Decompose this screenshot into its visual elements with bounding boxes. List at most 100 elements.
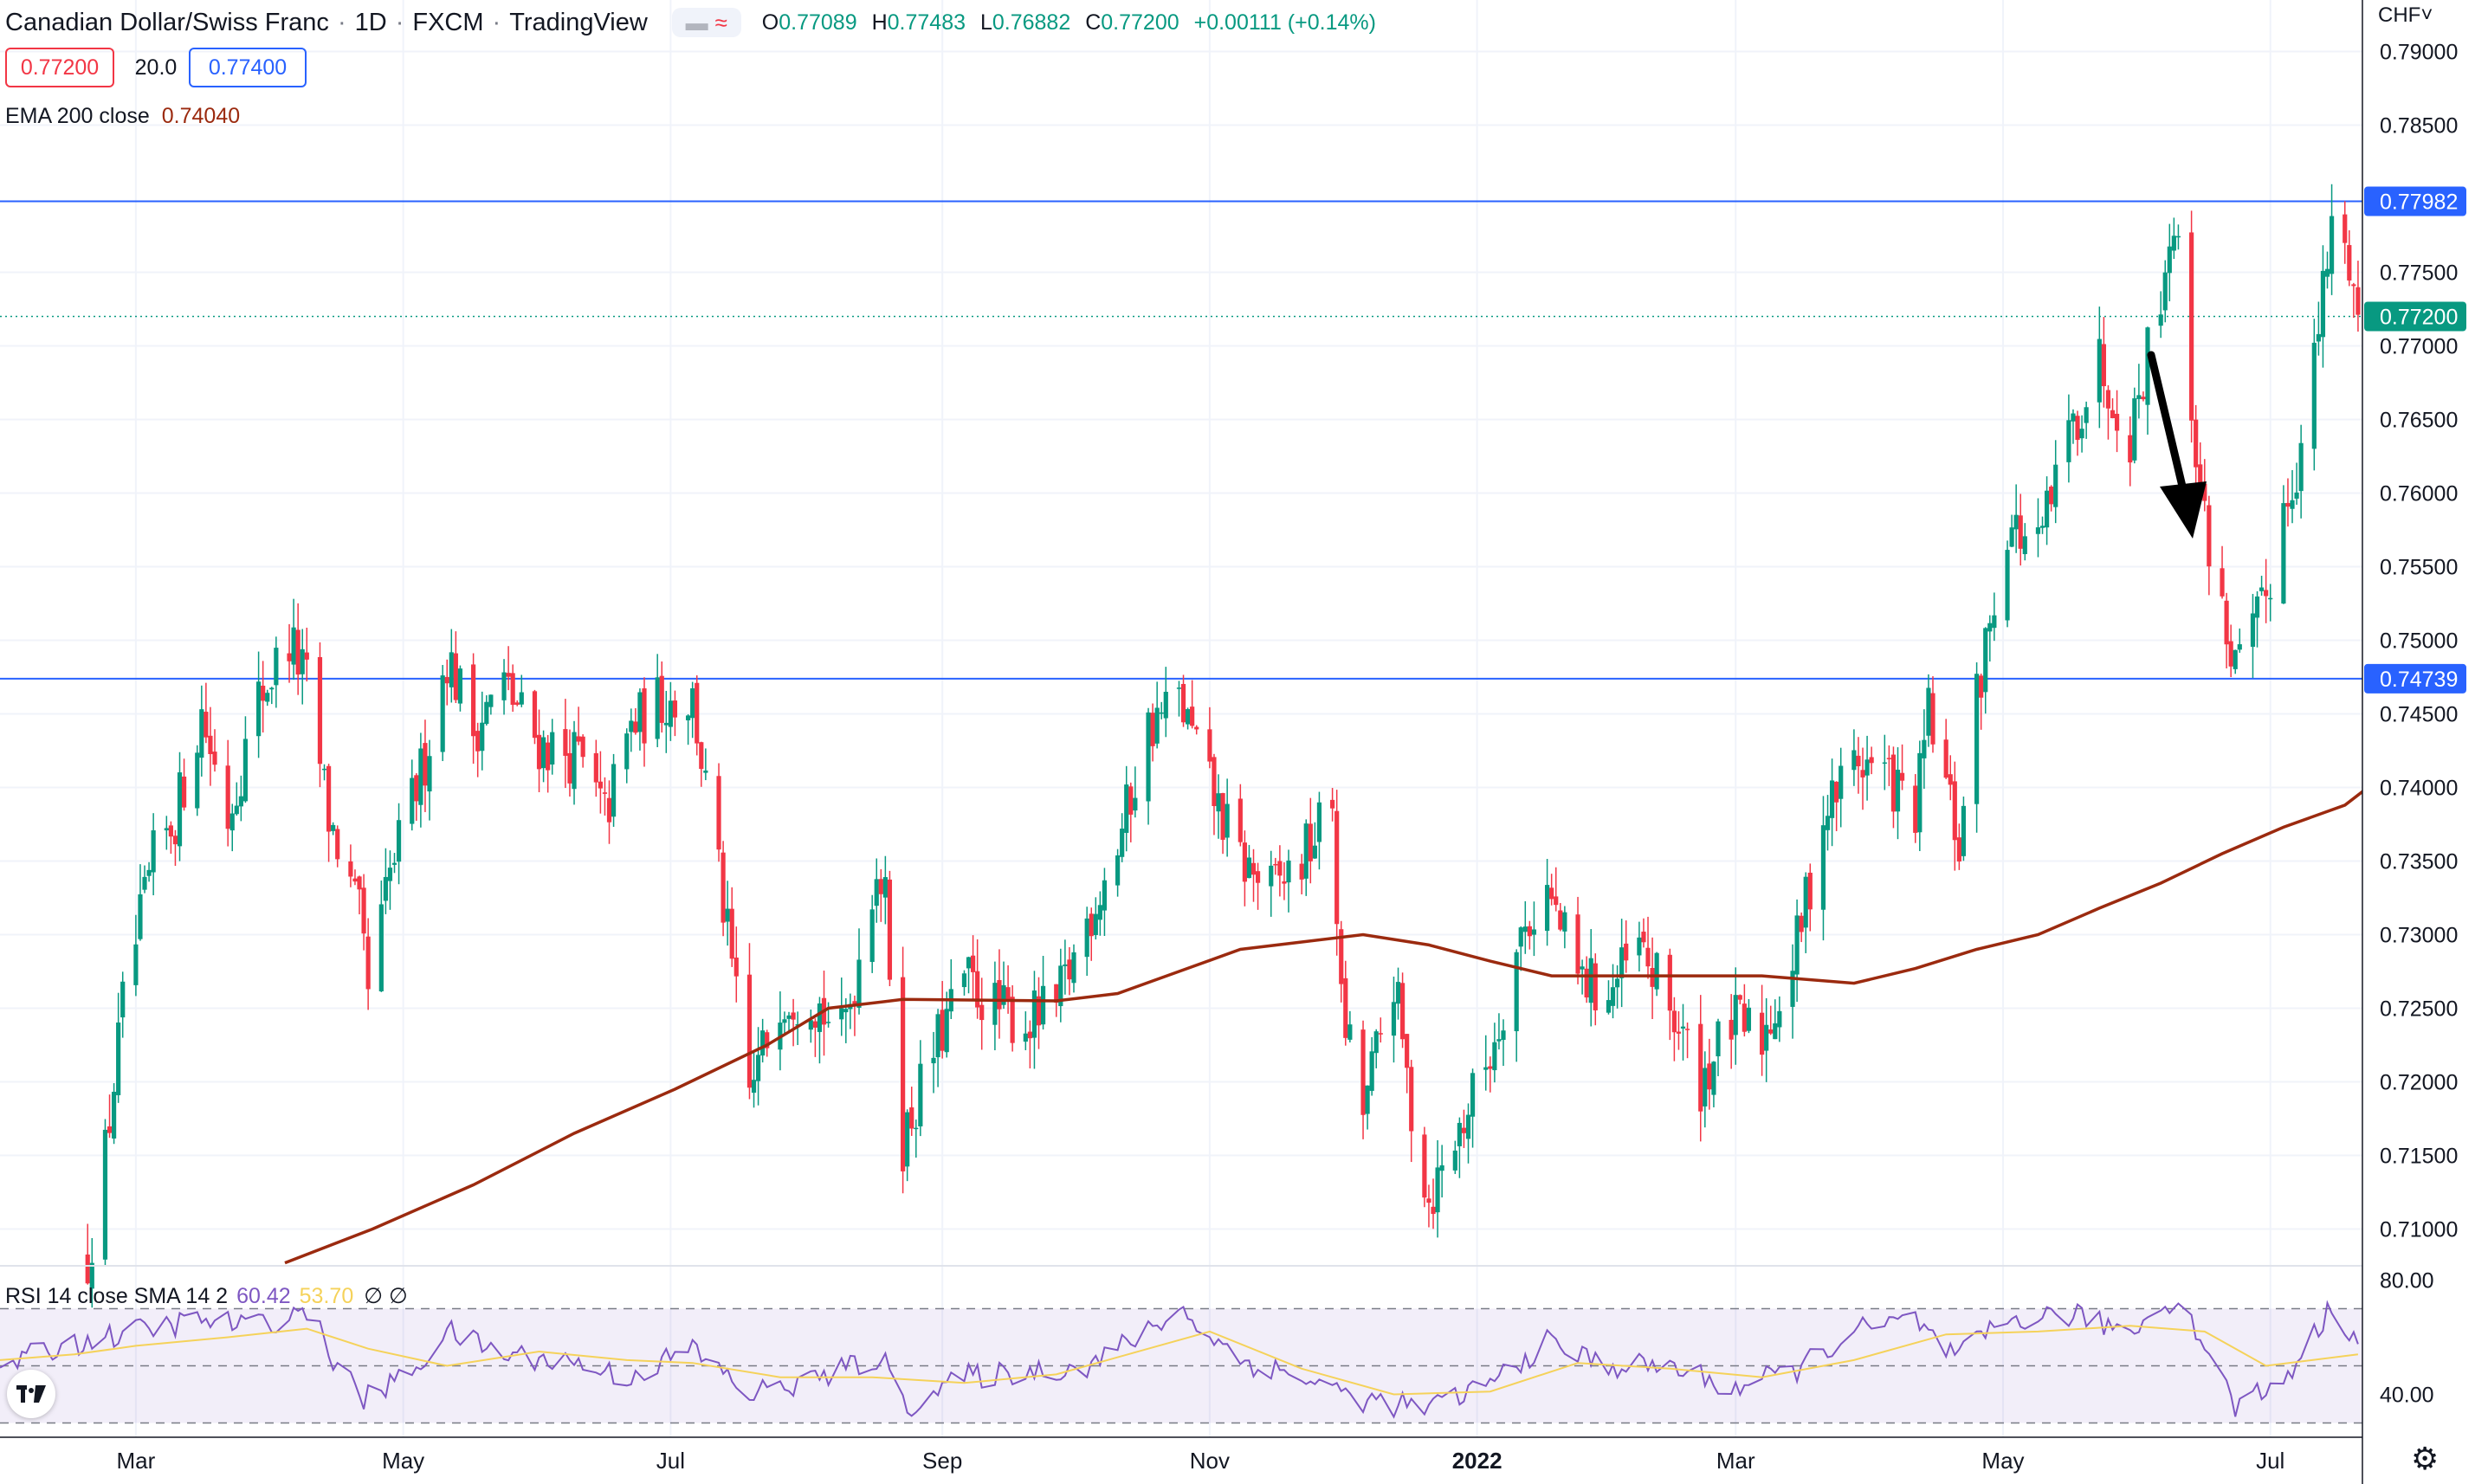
currency-selector[interactable]: CHF˅ [2378, 3, 2433, 27]
candle-body [882, 877, 888, 898]
candle-body [414, 775, 419, 802]
candle-body [300, 648, 305, 674]
candle-body [234, 805, 239, 815]
candle-body [1163, 692, 1168, 719]
candle-body [2254, 596, 2260, 618]
level-price-tag-background [2364, 186, 2466, 216]
time-tick-label: 2022 [1452, 1448, 1502, 1474]
candle-body [593, 752, 598, 783]
candle-body [725, 908, 730, 922]
ema-200-line[interactable] [284, 780, 2377, 1265]
rsi-legend[interactable]: RSI 14 close SMA 14 2 60.42 53.70 ∅ ∅ [5, 1283, 408, 1309]
candle-body [1838, 765, 1844, 799]
candle-body [1483, 1067, 1489, 1070]
candle-body [1773, 1023, 1778, 1040]
candle-body [475, 731, 481, 752]
candle-body [510, 673, 515, 706]
rsi-sma-line[interactable] [0, 1325, 2359, 1396]
candle-body [1926, 687, 1931, 736]
candle-body [624, 733, 630, 770]
candle-body [1716, 1021, 1721, 1057]
candle-body [1005, 987, 1011, 1001]
sell-button[interactable]: 0.77200 [5, 48, 114, 87]
candle-body [2220, 568, 2225, 597]
separator: · [395, 8, 404, 36]
gear-icon[interactable]: ⚙ [2411, 1441, 2439, 1476]
candle-body [1452, 1150, 1457, 1171]
candle-body [1676, 1031, 1682, 1034]
candle-body [1624, 943, 1629, 961]
candle-body [1405, 1034, 1410, 1068]
candle-body [256, 681, 262, 737]
candle-body [567, 752, 572, 784]
candle-body [808, 1020, 813, 1030]
candle-body [2110, 410, 2116, 418]
candle-body [1698, 1023, 1703, 1112]
candle-body [2224, 600, 2229, 645]
candle-body [2022, 536, 2027, 555]
symbol-header[interactable]: Canadian Dollar/Swiss Franc · 1D · FXCM … [5, 7, 1376, 38]
candle-body [1299, 863, 1304, 880]
candle-body [2009, 527, 2014, 547]
candle-body [1680, 1026, 1686, 1029]
candle-body [85, 1254, 90, 1284]
ema-value: 0.74040 [161, 104, 241, 128]
candle-body [1176, 687, 1182, 689]
candle-body [1890, 754, 1897, 812]
candle-body [1426, 1198, 1431, 1203]
candle-body [2347, 245, 2352, 281]
candle-body [1956, 837, 1961, 862]
chart-type-toggle[interactable]: ▬ ≈ [671, 8, 741, 37]
candle-body [2281, 503, 2286, 604]
rsi-line[interactable] [0, 1300, 2359, 1419]
candle-body [1641, 932, 1646, 943]
candle-body [2018, 515, 2023, 549]
price-tick-label: 0.77000 [2380, 335, 2458, 359]
last-price-tag-background [2364, 301, 2466, 332]
candle-body [1987, 623, 1993, 632]
candle-body [261, 685, 266, 701]
candle-body [1588, 958, 1593, 1003]
candle-body [1391, 1002, 1397, 1036]
candle-body [1470, 1073, 1476, 1117]
buy-button[interactable]: 0.77400 [189, 48, 307, 87]
ema-label: EMA 200 close [5, 104, 150, 128]
candle-body [287, 653, 292, 661]
candle-body [1562, 912, 1567, 932]
candle-body [659, 675, 664, 723]
candle-body [629, 720, 634, 732]
symbol-name[interactable]: Canadian Dollar/Swiss Franc [5, 8, 329, 36]
candle-body [598, 781, 603, 789]
grid [0, 0, 2362, 1437]
candle-body [1895, 770, 1901, 812]
candle-body [966, 957, 972, 969]
change-value: +0.00111 (+0.14%) [1193, 10, 1376, 35]
price-tick-label: 0.71500 [2380, 1145, 2458, 1169]
candle-body [536, 734, 542, 770]
candle-body [1378, 1033, 1383, 1035]
candle-body [1339, 929, 1344, 984]
interval[interactable]: 1D [354, 8, 387, 36]
candle-body [1063, 964, 1068, 966]
candle-body [396, 820, 402, 862]
candle-body [733, 957, 739, 977]
candle-body [1825, 816, 1831, 830]
candle-body [935, 1014, 940, 1058]
candle-body [1531, 929, 1537, 935]
candle-body [2189, 232, 2194, 421]
candle-body [1031, 990, 1037, 1038]
candle-body [2071, 413, 2076, 422]
tradingview-logo-icon[interactable] [7, 1370, 55, 1418]
candle-body [1102, 880, 1108, 911]
candle-body [1001, 984, 1006, 1005]
candle-body [975, 971, 980, 1008]
ema-legend[interactable]: EMA 200 close 0.74040 [5, 104, 240, 129]
candle-body [1343, 978, 1348, 1038]
candle-body [2044, 490, 2050, 528]
down-arrow-icon[interactable] [2147, 351, 2188, 498]
candle-body [177, 772, 183, 847]
candle-body [729, 908, 734, 959]
candle-body [668, 700, 673, 727]
candle-body [1282, 881, 1287, 884]
